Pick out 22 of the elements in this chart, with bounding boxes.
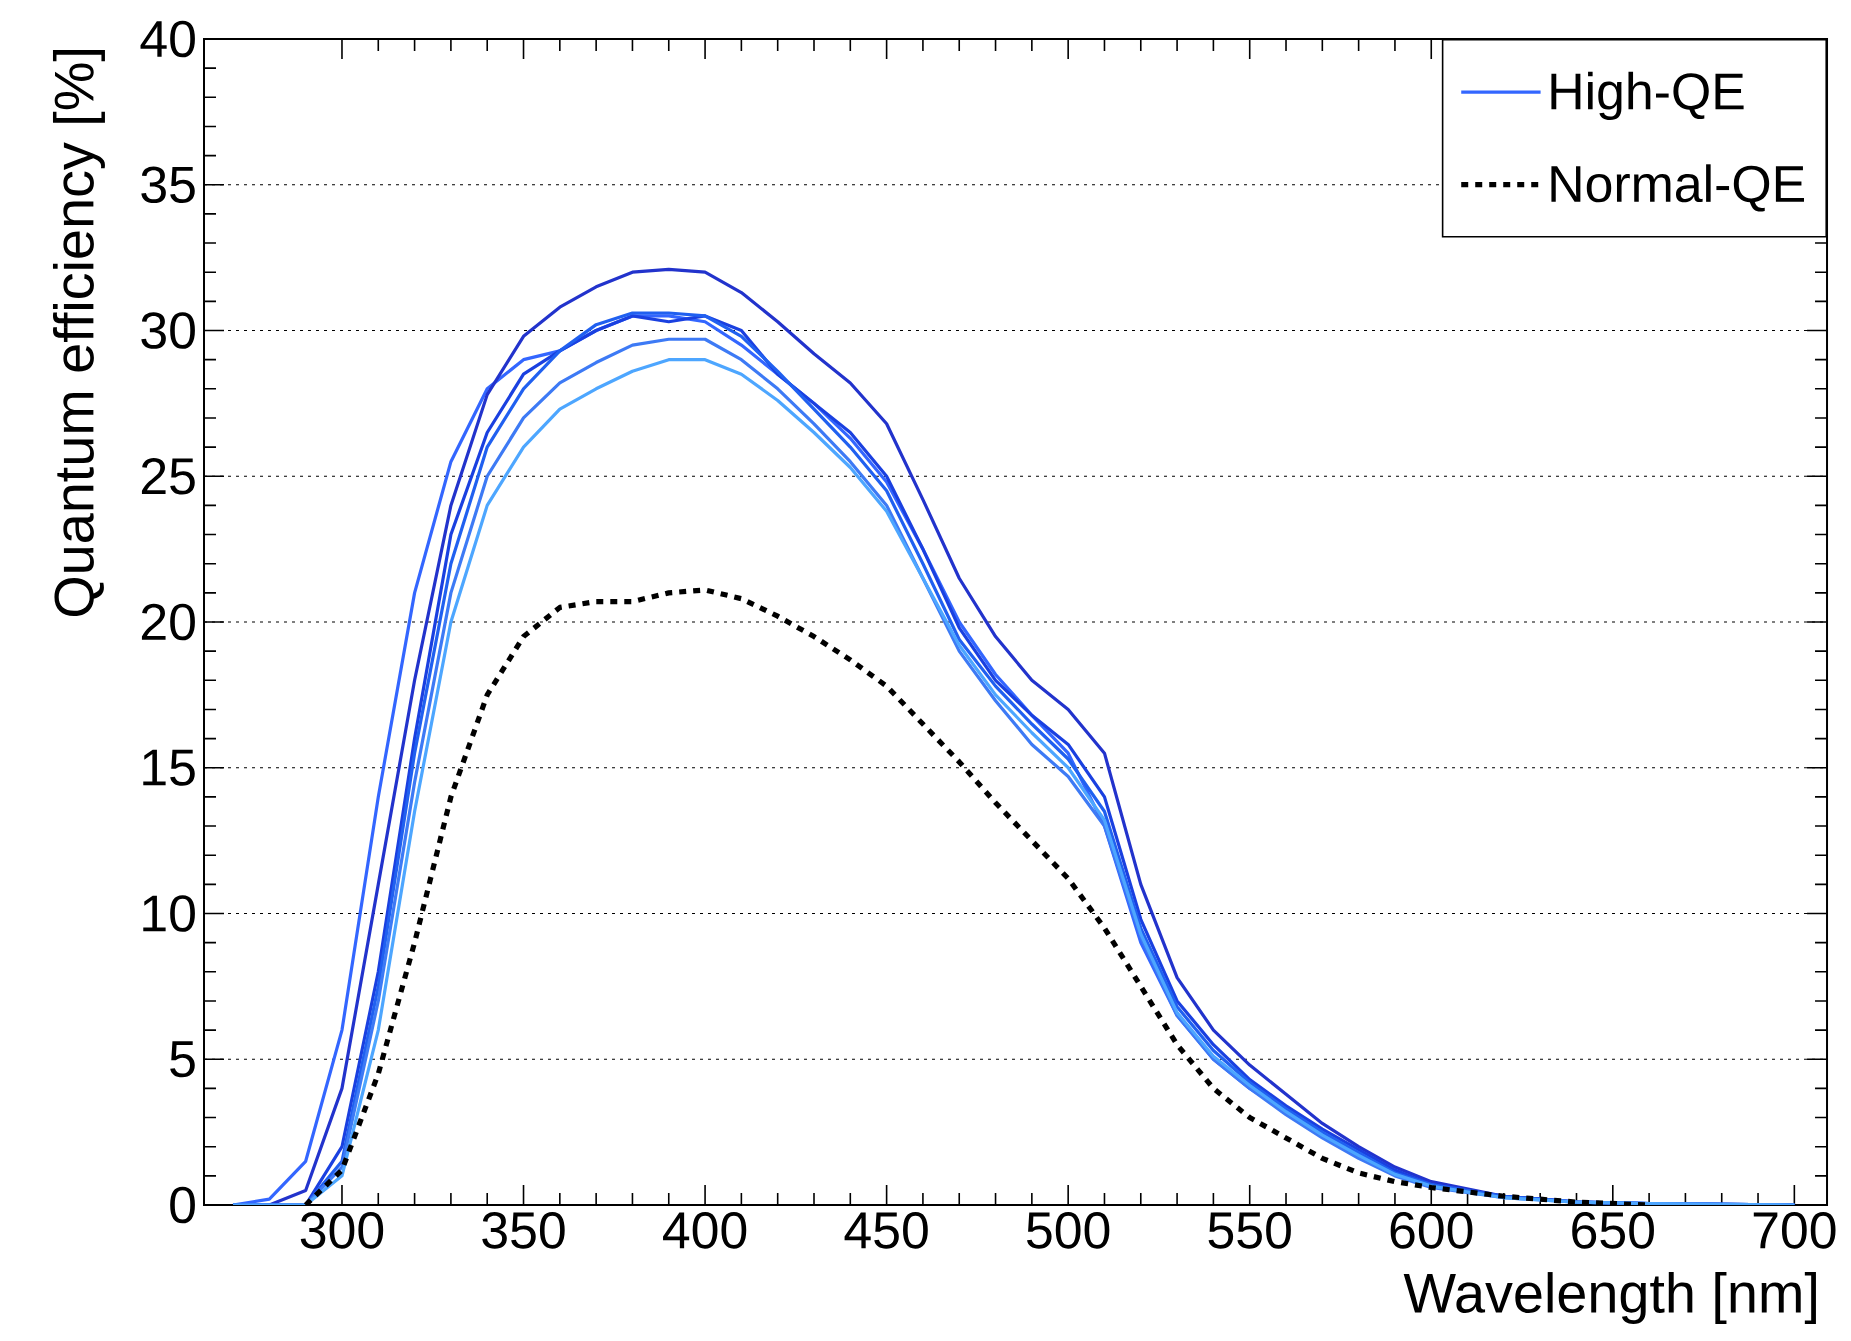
y-tick-label: 20 [141,603,195,641]
y-tick-label: 40 [140,20,195,58]
x-tick-label: 550 [1208,1212,1291,1249]
legend-label: High-QE [1551,71,1744,121]
y-tick-label: 0 [170,1186,195,1224]
y-axis-title: Quantum efficiency [%] [52,50,105,617]
x-tick-label: 450 [844,1212,928,1249]
legend-label: Normal-QE [1551,164,1804,212]
x-tick-label: 650 [1572,1212,1654,1249]
x-tick-label: 500 [1027,1212,1110,1249]
x-tick-label: 300 [300,1212,384,1249]
y-tick-label: 25 [141,457,195,495]
y-tick-label: 5 [170,1041,195,1078]
y-tick-label: 10 [143,895,195,932]
x-axis-title: Wavelength [nm] [1403,1272,1816,1325]
y-tick-label: 30 [141,312,195,349]
x-tick-label: 700 [1753,1212,1836,1249]
x-tick-label: 400 [663,1212,747,1249]
y-tick-label: 15 [143,749,195,786]
x-tick-label: 350 [482,1212,565,1249]
x-tick-label: 600 [1390,1212,1473,1249]
y-tick-label: 35 [141,166,195,204]
